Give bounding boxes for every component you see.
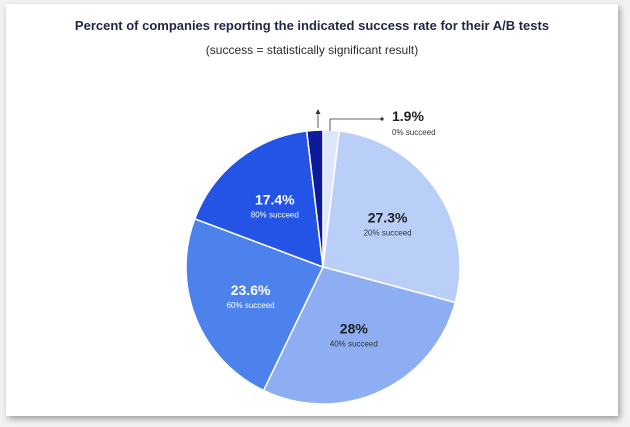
pie-slice bbox=[305, 129, 324, 268]
slice-percent-label: 23.6% bbox=[231, 282, 271, 298]
chart-title: Percent of companies reporting the indic… bbox=[74, 18, 550, 33]
leader-arrow bbox=[315, 109, 321, 114]
pie-slice bbox=[262, 266, 457, 405]
leader-dot bbox=[380, 117, 384, 121]
pie-slice bbox=[185, 217, 325, 392]
slice-category-label: 80% succeed bbox=[251, 211, 299, 220]
chart-subtitle: (success = statistically significant res… bbox=[205, 43, 419, 57]
leader-line bbox=[329, 118, 382, 131]
slice-category-label: 40% succeed bbox=[330, 339, 378, 348]
slice-percent-label: 1.9% bbox=[392, 108, 424, 124]
pie-slice bbox=[193, 130, 324, 269]
slice-percent-label: 17.4% bbox=[255, 192, 295, 208]
slice-percent-label: 28% bbox=[340, 320, 369, 336]
slice-category-label: 20% succeed bbox=[364, 228, 412, 237]
slice-percent-label: 1.9% bbox=[314, 78, 346, 94]
slice-category-label: 0% succeed bbox=[392, 128, 436, 137]
pie-slice bbox=[322, 130, 461, 304]
slice-percent-label: 27.3% bbox=[368, 209, 408, 225]
slice-category-label: 60% succeed bbox=[227, 301, 275, 310]
slice-category-label: 100% succeed bbox=[314, 98, 366, 107]
